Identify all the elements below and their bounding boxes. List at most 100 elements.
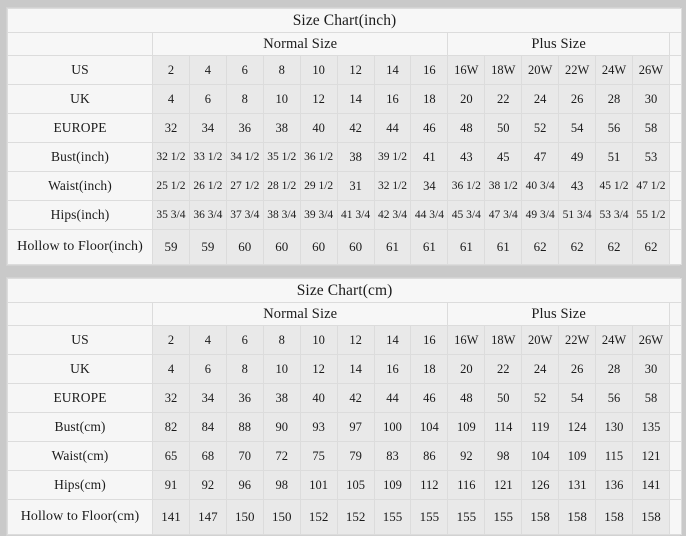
group-header-filler <box>668 32 683 56</box>
table-row: EUROPE 32 34 36 38 40 42 44 46 48 50 52 54 56 58 <box>7 113 683 143</box>
table-cell: 26W <box>631 55 670 85</box>
table-cell: 38 <box>262 113 301 143</box>
table-cell: 18W <box>484 55 523 85</box>
table-cell: 52 <box>521 383 560 413</box>
table-cell: 155 <box>484 499 523 535</box>
row-filler <box>668 229 683 265</box>
table-cell: 155 <box>373 499 412 535</box>
table-cell: 91 <box>152 470 190 500</box>
row-label: Bust(cm) <box>7 412 153 442</box>
row-label: UK <box>7 84 153 114</box>
table-cell: 62 <box>631 229 670 265</box>
table-cell: 56 <box>595 383 633 413</box>
table-cell: 96 <box>225 470 264 500</box>
table-cell: 49 <box>558 142 597 172</box>
table-cell: 109 <box>447 412 486 442</box>
table-cell: 152 <box>336 499 375 535</box>
table-cell: 147 <box>188 499 227 535</box>
table-cell: 26 <box>558 354 597 384</box>
table-cell: 41 <box>410 142 449 172</box>
table-cell: 26W <box>631 325 670 355</box>
table-cell: 61 <box>484 229 523 265</box>
table-cell: 36 <box>225 383 264 413</box>
table-cell: 46 <box>410 383 449 413</box>
table-cell: 47 3/4 <box>484 200 523 230</box>
table-cell: 39 1/2 <box>373 142 412 172</box>
table-row: Bust(cm) 82 84 88 90 93 97 100 104 109 114 119 124 13… <box>7 412 683 442</box>
table-cell: 18W <box>484 325 523 355</box>
table-cell: 33 1/2 <box>188 142 227 172</box>
table-separator <box>6 266 680 277</box>
title-row: Size Chart(inch) <box>6 8 683 33</box>
table-cell: 54 <box>558 113 597 143</box>
table-cell: 60 <box>262 229 301 265</box>
table-cell: 16W <box>447 55 486 85</box>
table-cell: 24 <box>521 354 560 384</box>
size-chart-table-2: Size Chart(cm) Normal Size Plus Size US 2 4 6 8… <box>6 277 683 536</box>
chart-title: Size Chart(cm) <box>6 278 683 303</box>
table-cell: 62 <box>595 229 633 265</box>
table-cell: 62 <box>521 229 560 265</box>
table-cell: 72 <box>262 441 301 471</box>
table-cell: 28 <box>595 84 633 114</box>
table-row: US 2 4 6 8 10 12 14 16 16W 18W 20W 22W 24W 26W <box>7 325 683 355</box>
table-cell: 27 1/2 <box>225 171 264 201</box>
table-row: Hollow to Floor(cm) 141 147 150 150 152 152 155… <box>7 499 683 535</box>
group-header-corner <box>7 302 153 326</box>
table-cell: 29 1/2 <box>299 171 338 201</box>
table-cell: 121 <box>631 441 670 471</box>
table-cell: 14 <box>373 55 412 85</box>
table-cell: 114 <box>484 412 523 442</box>
table-cell: 45 1/2 <box>595 171 633 201</box>
table-cell: 112 <box>410 470 449 500</box>
table-cell: 28 1/2 <box>262 171 301 201</box>
table-cell: 25 1/2 <box>152 171 190 201</box>
table-cell: 36 1/2 <box>447 171 486 201</box>
table-cell: 8 <box>225 354 264 384</box>
row-filler <box>668 499 683 535</box>
table-cell: 155 <box>447 499 486 535</box>
table-row: Waist(inch) 25 1/2 26 1/2 27 1/2 28 1/2 29 1/… <box>7 171 683 201</box>
table-cell: 121 <box>484 470 523 500</box>
group-header-row: Normal Size Plus Size <box>7 302 683 326</box>
table-cell: 97 <box>336 412 375 442</box>
table-cell: 2 <box>152 55 190 85</box>
table-cell: 58 <box>631 113 670 143</box>
table-cell: 10 <box>262 84 301 114</box>
table-cell: 47 1/2 <box>631 171 670 201</box>
table-cell: 47 <box>521 142 560 172</box>
table-cell: 8 <box>262 55 301 85</box>
table-cell: 158 <box>631 499 670 535</box>
table-cell: 10 <box>299 55 338 85</box>
row-filler <box>668 354 683 384</box>
table-row: Waist(cm) 65 68 70 72 75 79 83 86 92 98 104 109 115 12… <box>7 441 683 471</box>
table-cell: 135 <box>631 412 670 442</box>
table-cell: 88 <box>225 412 264 442</box>
table-cell: 4 <box>152 354 190 384</box>
table-cell: 38 <box>262 383 301 413</box>
table-cell: 40 3/4 <box>521 171 560 201</box>
table-cell: 55 1/2 <box>631 200 670 230</box>
table-cell: 150 <box>225 499 264 535</box>
table-cell: 4 <box>188 325 227 355</box>
table-row: Bust(inch) 32 1/2 33 1/2 34 1/2 35 1/2 36 1/2… <box>7 142 683 172</box>
table-cell: 2 <box>152 325 190 355</box>
size-chart-table-1: Size Chart(inch) Normal Size Plus Size US 2 4… <box>6 7 683 266</box>
table-cell: 101 <box>299 470 338 500</box>
table-row: Hollow to Floor(inch) 59 59 60 60 60 60 61 61 61 6… <box>7 229 683 265</box>
chart-title: Size Chart(inch) <box>6 8 683 33</box>
table-cell: 40 <box>299 113 338 143</box>
table-cell: 61 <box>447 229 486 265</box>
table-cell: 158 <box>521 499 560 535</box>
table-cell: 93 <box>299 412 338 442</box>
table-cell: 51 3/4 <box>558 200 597 230</box>
table-cell: 119 <box>521 412 560 442</box>
row-filler <box>668 325 683 355</box>
row-label: Hips(inch) <box>7 200 153 230</box>
table-cell: 20W <box>521 55 560 85</box>
table-cell: 38 <box>336 142 375 172</box>
table-cell: 12 <box>336 55 375 85</box>
table-cell: 34 <box>410 171 449 201</box>
table-cell: 32 <box>152 113 190 143</box>
